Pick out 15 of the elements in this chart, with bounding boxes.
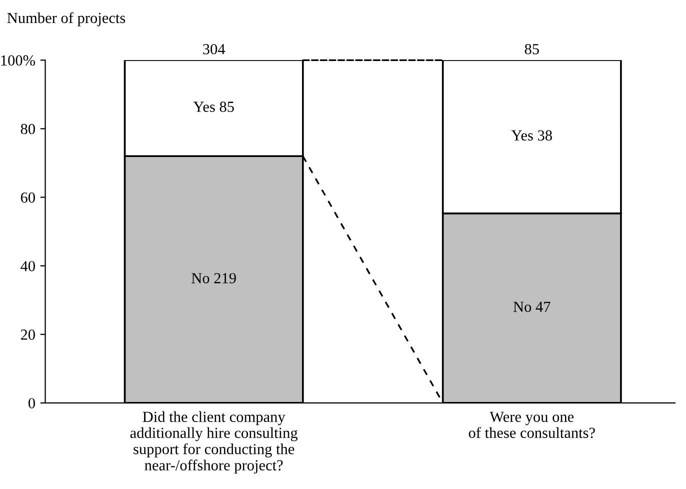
data-label: Yes 38 — [511, 130, 552, 141]
data-label: No 219 — [192, 273, 236, 284]
annotation: 304 — [203, 44, 226, 54]
y-tick-label: 40 — [20, 260, 35, 272]
y-tick-label: 60 — [20, 192, 35, 203]
y-tick-label: 80 — [20, 124, 35, 134]
y-tick-label: 20 — [20, 330, 35, 340]
y-axis-title: Number of projects — [7, 12, 126, 26]
data-label: Yes 85 — [193, 102, 234, 112]
data-label: No 47 — [513, 302, 550, 312]
x-tick-label: Did the client company additionally hire consulting support for conducting the near-/offshore project? — [130, 411, 298, 474]
y-tick-label: 100% — [1, 55, 36, 66]
annotation: 85 — [524, 44, 539, 54]
x-tick-label: Were you one of these consultants? — [468, 412, 595, 438]
y-tick-label: 0 — [28, 398, 35, 408]
